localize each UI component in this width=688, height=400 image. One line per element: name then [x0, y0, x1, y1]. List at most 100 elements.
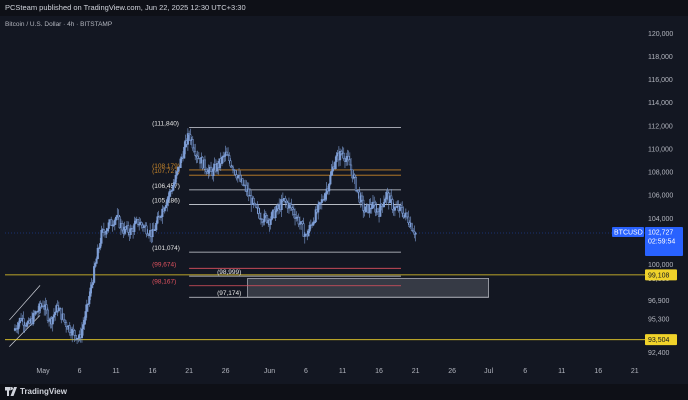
candle-body — [84, 311, 87, 321]
candle — [414, 231, 417, 242]
candle — [303, 232, 306, 244]
candle — [371, 194, 375, 209]
candle — [362, 195, 365, 218]
candle — [376, 208, 379, 215]
candle-body — [264, 213, 267, 216]
price-tag-label: 99,108 — [648, 272, 670, 279]
candle-body — [233, 169, 236, 171]
candle-body — [386, 191, 389, 194]
price-tick-label: 100,000 — [648, 262, 673, 269]
support-zone — [247, 278, 489, 298]
candle — [399, 202, 403, 212]
price-axis[interactable]: 120,000 118,000 116,000 114,000 112,000 110,0… — [648, 31, 673, 357]
candle — [330, 164, 333, 177]
candle — [331, 160, 334, 176]
candle — [117, 209, 120, 220]
candle-body — [292, 209, 295, 215]
tradingview-logo-icon — [5, 387, 17, 396]
candle — [74, 334, 77, 341]
candle — [340, 149, 343, 156]
candle — [153, 225, 157, 231]
candle-body — [347, 156, 350, 161]
price-tag-label: 93,504 — [648, 337, 670, 344]
candle — [293, 208, 297, 226]
candle — [188, 130, 191, 141]
candle — [342, 147, 345, 161]
time-tick-label: Jun — [264, 368, 275, 375]
level-label: (107,727) — [152, 168, 180, 175]
price-tick-label: 92,400 — [648, 350, 670, 357]
candle — [357, 190, 360, 199]
candle-body — [174, 175, 177, 183]
candle-body — [354, 176, 357, 192]
candle-body — [173, 182, 176, 186]
candle — [173, 179, 176, 188]
candle-body — [34, 311, 37, 315]
candle-body — [259, 218, 263, 220]
candle — [112, 220, 115, 228]
candle-body — [376, 208, 379, 213]
candle — [319, 202, 322, 210]
candle-body — [303, 234, 306, 237]
candle — [301, 220, 304, 225]
candle — [298, 216, 301, 230]
level-label: (98,167) — [152, 279, 176, 286]
time-axis[interactable]: May 6 11 16 21 26 Jun 6 11 16 21 26 Jul 6 11 16 21 — [36, 368, 638, 375]
candle-body — [95, 258, 98, 264]
candle — [96, 244, 99, 260]
candle-body — [335, 155, 338, 163]
symbol-tag — [612, 227, 644, 238]
level-label: (111,840) — [152, 121, 179, 128]
candle — [65, 320, 68, 333]
candle-body — [168, 191, 171, 197]
candle — [107, 219, 110, 233]
candle-body — [269, 219, 272, 225]
candle-body — [161, 208, 164, 217]
candle — [263, 209, 266, 226]
candle — [289, 202, 292, 212]
price-tick-label: 118,000 — [648, 54, 673, 61]
candle-body — [369, 204, 372, 209]
price-tag — [645, 334, 677, 346]
candle-body — [390, 195, 393, 200]
candle — [247, 182, 250, 202]
time-tick-label: 16 — [594, 368, 602, 375]
candle — [127, 221, 130, 237]
candle-body — [229, 160, 232, 167]
candle — [37, 305, 40, 317]
candle-body — [167, 196, 170, 200]
candle-body — [317, 204, 320, 213]
candle-body — [106, 228, 109, 232]
candle-body — [46, 309, 49, 321]
candle-body — [189, 134, 192, 141]
level-93504-badge: 93,504 — [645, 334, 677, 346]
price-tick-label: 114,000 — [648, 100, 673, 107]
candle-body — [39, 303, 42, 308]
price-tick-label: 106,000 — [648, 193, 673, 200]
candle-body — [192, 147, 196, 152]
time-tick-label: Jul — [484, 368, 493, 375]
candle — [174, 170, 177, 184]
candle-body — [127, 225, 130, 233]
candle-body — [112, 224, 115, 226]
candle — [191, 136, 194, 151]
candle-body — [274, 210, 277, 219]
candle-body — [253, 202, 256, 205]
candle-body — [71, 328, 74, 336]
candle-body — [93, 266, 96, 283]
candle-body — [401, 207, 404, 214]
price-chart[interactable]: Bitcoin / U.S. Dollar · 4h · BITSTAMP (1… — [0, 16, 688, 384]
candle-body — [117, 214, 120, 217]
channel-upper-line — [9, 285, 41, 321]
candle — [265, 214, 269, 224]
candle-body — [188, 133, 191, 136]
candle — [161, 205, 164, 224]
candle — [393, 205, 396, 217]
candle — [168, 188, 171, 202]
candle — [398, 204, 401, 218]
candle — [58, 306, 62, 310]
candle-body — [368, 204, 371, 213]
candle — [136, 218, 140, 228]
candle — [274, 206, 277, 221]
candle-body — [115, 216, 118, 221]
